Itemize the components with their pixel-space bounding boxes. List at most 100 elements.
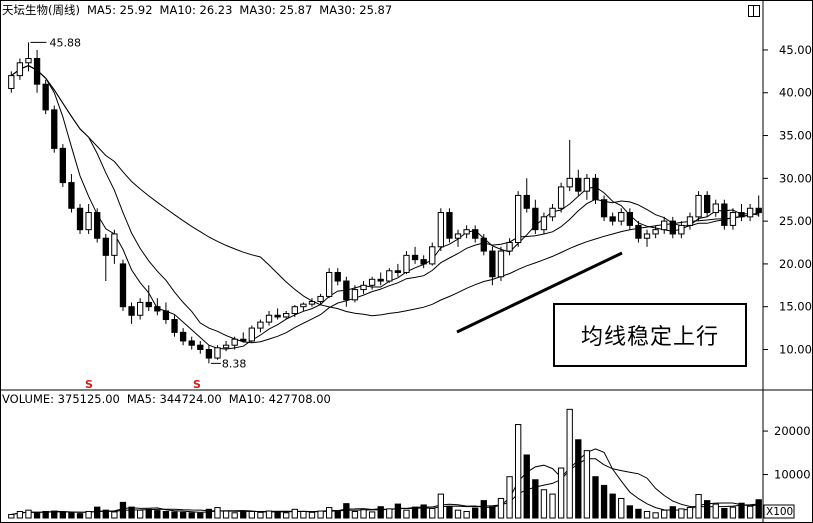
candle-body-5 [51, 109, 58, 149]
volume-header: VOLUME: 375125.00 MA5: 344724.00 MA10: 427… [2, 392, 338, 406]
volume-bar-25 [222, 510, 230, 519]
volume-bar-12 [111, 511, 118, 519]
trend-line [456, 251, 623, 334]
price-tick-label-5: 35.00 [779, 129, 812, 143]
candle-body-25 [222, 344, 230, 349]
candle-body-30 [265, 314, 273, 323]
candle-body-49 [429, 246, 436, 265]
candlesticks [8, 42, 762, 364]
candle-body-56 [489, 250, 496, 278]
candle-body-21 [188, 340, 195, 346]
candle-body-64 [557, 186, 565, 209]
candle-body-18 [162, 310, 170, 321]
volume-bar-35 [308, 511, 316, 519]
candle-body-38 [334, 271, 341, 282]
volume-bar-8 [76, 513, 84, 519]
candle-body-61 [532, 207, 539, 231]
ma5-line [11, 65, 759, 350]
ma10-value: MA10: 26.23 [159, 3, 233, 17]
candle-body-75 [652, 229, 659, 235]
candle-body-72 [626, 212, 634, 226]
candle-body-52 [454, 233, 462, 239]
candle-body-73 [635, 224, 642, 239]
volume-bar-49 [429, 507, 436, 519]
candle-body-84 [729, 212, 737, 226]
price-tick-label-4: 30.00 [779, 171, 812, 185]
volume-bar-86 [746, 505, 754, 519]
price-tick-label-6: 40.00 [779, 86, 812, 100]
candle-body-42 [368, 278, 376, 286]
candle-body-31 [274, 314, 281, 318]
volume-bar-79 [686, 507, 694, 519]
candle-body-53 [463, 229, 470, 235]
volume-bar-75 [652, 512, 659, 519]
volume-bar-40 [351, 510, 359, 519]
volume-bar-47 [411, 506, 419, 519]
candle-body-50 [437, 212, 445, 248]
volume-bar-37 [325, 507, 333, 519]
volume-bar-54 [472, 507, 479, 519]
candle-body-29 [257, 321, 264, 329]
volume-bar-61 [532, 479, 539, 519]
volume-bar-73 [635, 508, 642, 519]
candle-body-15 [136, 301, 144, 316]
volume-bar-82 [712, 503, 719, 519]
volume-bar-57 [497, 497, 505, 519]
volume-bar-56 [489, 506, 496, 519]
volume-bar-3 [33, 512, 41, 519]
volume-bar-18 [162, 510, 170, 519]
candle-body-32 [283, 313, 290, 318]
volume-bar-27 [240, 511, 247, 519]
volume-bar-43 [377, 506, 384, 519]
volume-bar-44 [386, 508, 393, 519]
volume-bar-30 [265, 510, 273, 519]
volume-value: VOLUME: 375125.00 [2, 392, 120, 406]
volume-bar-24 [214, 507, 221, 519]
candle-body-6 [59, 147, 67, 184]
ma10-line [11, 65, 759, 344]
volume-bar-9 [85, 510, 92, 519]
candle-body-19 [171, 319, 178, 333]
candle-body-43 [377, 278, 384, 282]
candle-body-40 [351, 289, 359, 301]
volume-bar-36 [317, 510, 324, 519]
candle-body-86 [746, 207, 754, 218]
candle-body-3 [33, 58, 41, 85]
volume-bar-4 [42, 510, 49, 519]
volume-bar-17 [154, 510, 161, 519]
volume-tick-label-0: 10000 [774, 468, 811, 482]
volume-ma10-line [11, 458, 759, 515]
candle-body-8 [76, 207, 84, 231]
volume-tick-label-1: 20000 [774, 424, 811, 438]
ma30-value: MA30: 25.87 [239, 3, 313, 17]
candle-body-4 [42, 83, 49, 111]
signal-marker-1: S [193, 378, 201, 391]
candle-body-37 [325, 271, 333, 297]
window-toggle-icon[interactable] [748, 5, 760, 17]
volume-bar-55 [480, 500, 487, 519]
volume-bar-72 [626, 505, 634, 519]
volume-bar-28 [248, 510, 256, 519]
candle-body-17 [154, 306, 161, 312]
candle-body-24 [214, 347, 221, 359]
volume-bar-74 [643, 510, 651, 519]
volume-axis: 10000 20000 X100 [763, 424, 811, 519]
volume-unit-box [763, 504, 795, 519]
volume-bar-19 [171, 511, 178, 519]
candle-body-47 [411, 254, 419, 261]
candle-body-79 [686, 216, 694, 226]
candle-body-68 [592, 177, 599, 201]
candle-body-80 [695, 194, 702, 218]
volume-bar-80 [695, 494, 702, 519]
candle-body-82 [712, 203, 719, 214]
candle-body-62 [540, 216, 548, 231]
candle-body-87 [755, 207, 762, 214]
volume-bar-59 [514, 424, 522, 519]
volume-bar-83 [721, 507, 728, 519]
candle-body-2 [25, 58, 32, 64]
candle-body-36 [317, 295, 324, 303]
volume-bar-14 [128, 506, 135, 519]
candle-body-58 [506, 242, 513, 252]
volume-bar-13 [119, 501, 127, 519]
volume-bar-23 [205, 508, 213, 519]
